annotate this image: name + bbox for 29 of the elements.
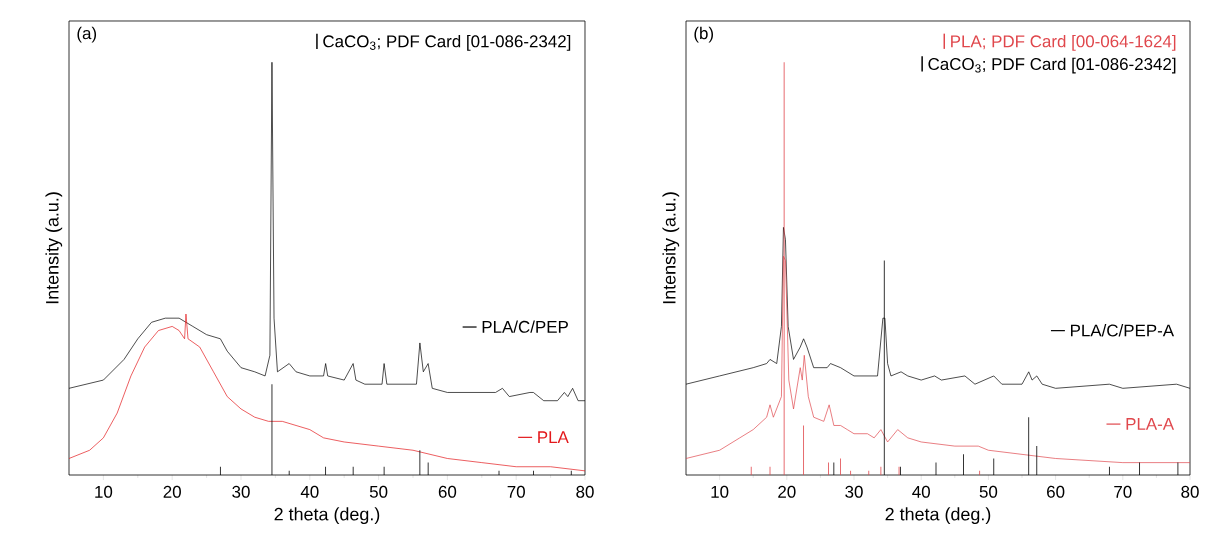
x-tick-label: 20 — [778, 485, 796, 498]
x-tick-label: 10 — [711, 485, 729, 498]
x-tick-label: 60 — [438, 485, 457, 498]
x-tick-label: 50 — [979, 485, 998, 498]
legend-label: CaCO$_{3}$; PDF Card [01-086-2342] — [928, 57, 1176, 74]
x-tick-label: 70 — [507, 485, 525, 498]
x-tick-label: 40 — [300, 485, 319, 498]
legend-label: PLA — [538, 431, 569, 444]
x-tick-label: 80 — [1181, 485, 1199, 498]
chart-title: (b) — [694, 26, 714, 43]
legend-label: PLA/C/PEP-A — [1071, 324, 1175, 337]
x-tick-label: 70 — [1114, 485, 1132, 498]
x-tick-label: 40 — [912, 485, 930, 498]
x-tick-label: 80 — [576, 485, 594, 498]
x-tick-label: 30 — [845, 485, 863, 498]
x-tick-label: 60 — [1047, 485, 1065, 498]
legend-label: PLA-A — [1126, 418, 1175, 430]
x-tick-label: 10 — [95, 485, 113, 498]
legend-label: CaCO$_{3}$; PDF Card [01-086-2342] — [323, 34, 571, 51]
x-tick-label: 20 — [163, 485, 181, 498]
legend-label: PLA/C/PEP — [482, 320, 568, 333]
x-axis-title: 2 theta (deg.) — [885, 507, 991, 525]
x-axis-title: 2 theta (deg.) — [274, 507, 380, 525]
x-tick-label: 50 — [369, 485, 388, 498]
y-axis-title: Intensity (a.u.) — [45, 192, 63, 304]
x-tick-label: 30 — [232, 485, 250, 498]
chart-title: (a) — [77, 26, 97, 43]
y-axis-title: Intensity (a.u.) — [662, 192, 680, 304]
legend-label: PLA; PDF Card [00-064-1624] — [951, 34, 1176, 51]
